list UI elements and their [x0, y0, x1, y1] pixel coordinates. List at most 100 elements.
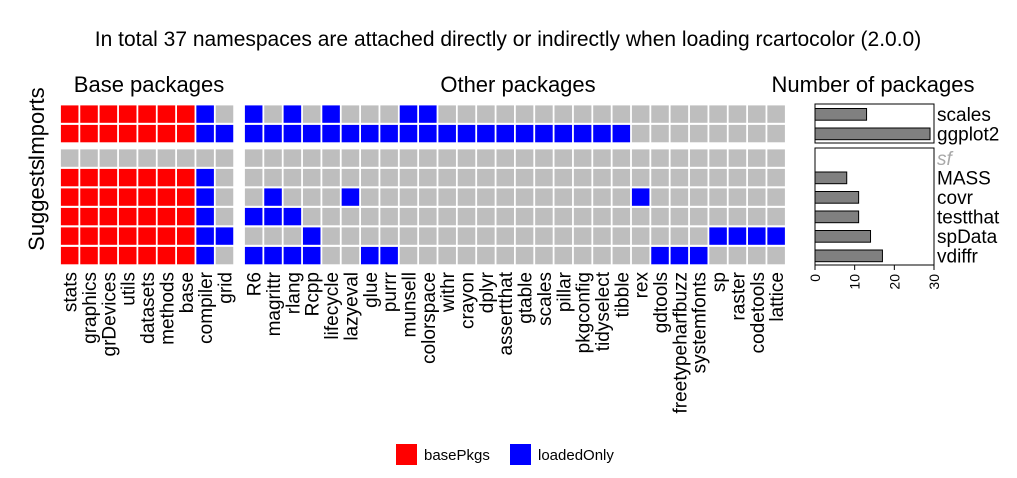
other-cell-pillar-vdiffr	[554, 246, 573, 265]
base-cell-compiler-vdiffr	[196, 246, 214, 265]
other-cell-pkgconfig-spData	[573, 227, 592, 245]
other-cell-raster-vdiffr	[728, 246, 747, 265]
other-cell-rex-vdiffr	[631, 246, 650, 265]
other-cell-gdtools-ggplot2	[651, 124, 669, 143]
base-cell-graphics-MASS	[80, 168, 98, 187]
other-cell-withr-spData	[438, 227, 456, 245]
other-cell-tidyselect-scales	[593, 105, 611, 123]
other-cell-magrittr-scales	[264, 105, 282, 123]
other-cell-freetypeharfbuzz-vdiffr	[670, 246, 689, 265]
other-cell-pkgconfig-vdiffr	[573, 246, 592, 265]
base-cell-datasets-covr	[138, 188, 156, 206]
base-cell-utils-ggplot2	[118, 124, 137, 143]
base-cell-graphics-testthat	[80, 207, 98, 226]
other-cell-assertthat-spData	[496, 227, 514, 245]
base-cell-compiler-scales	[196, 105, 214, 123]
other-cell-raster-scales	[728, 105, 747, 123]
base-cell-grid-ggplot2	[215, 124, 234, 143]
other-cell-glue-testthat	[361, 207, 379, 226]
count-panel-title: Number of packages	[772, 72, 975, 97]
base-cell-grDevices-sf	[99, 149, 118, 167]
other-cell-systemfonts-testthat	[689, 207, 708, 226]
row-label-sf: sf	[937, 149, 954, 170]
row-group-label-imports: Imports	[24, 87, 49, 160]
base-panel-title: Base packages	[74, 72, 224, 97]
other-cell-R6-ggplot2	[244, 124, 263, 143]
other-cell-Rcpp-covr	[302, 188, 321, 206]
base-cell-grid-spData	[215, 227, 234, 245]
other-tick-magrittr: magrittr	[264, 271, 285, 336]
base-cell-base-MASS	[177, 168, 195, 187]
other-cell-raster-sf	[728, 149, 747, 167]
other-tick-colorspace: colorspace	[419, 272, 440, 364]
other-cell-colorspace-testthat	[419, 207, 437, 226]
other-tick-glue: glue	[361, 272, 382, 308]
other-cell-dplyr-MASS	[477, 168, 495, 187]
other-cell-codetools-vdiffr	[748, 246, 766, 265]
other-cell-gtable-scales	[515, 105, 534, 123]
count-bar-MASS	[814, 171, 848, 185]
row-group-label-suggests: Suggests	[24, 159, 49, 251]
other-cell-scales-vdiffr	[535, 246, 553, 265]
other-cell-withr-testthat	[438, 207, 456, 226]
other-cell-tibble-sf	[612, 149, 631, 167]
other-cell-scales-sf	[535, 149, 553, 167]
other-cell-Rcpp-scales	[302, 105, 321, 123]
other-cell-crayon-covr	[457, 188, 476, 206]
base-tick-base: base	[177, 272, 198, 313]
other-tick-codetools: codetools	[748, 272, 769, 353]
count-bar-testthat	[814, 210, 860, 224]
other-cell-glue-scales	[361, 105, 379, 123]
heatmap-cells	[60, 104, 786, 267]
other-cell-lazyeval-testthat	[341, 207, 360, 226]
base-cell-utils-testthat	[118, 207, 137, 226]
other-tick-sp: sp	[709, 272, 730, 292]
base-cell-grDevices-ggplot2	[99, 124, 118, 143]
count-bar-scales	[814, 108, 868, 121]
base-cell-base-spData	[177, 227, 195, 245]
count-axis: 0 10 20 30	[807, 265, 942, 290]
other-cell-purrr-ggplot2	[380, 124, 398, 143]
other-cell-tidyselect-ggplot2	[593, 124, 611, 143]
other-cell-colorspace-sf	[419, 149, 437, 167]
other-cell-freetypeharfbuzz-sf	[670, 149, 689, 167]
other-cell-assertthat-ggplot2	[496, 124, 514, 143]
other-cell-codetools-scales	[748, 105, 766, 123]
other-cell-dplyr-scales	[477, 105, 495, 123]
base-cell-grDevices-scales	[99, 105, 118, 123]
base-cell-stats-vdiffr	[60, 246, 79, 265]
base-cell-stats-scales	[60, 105, 79, 123]
other-cell-pkgconfig-sf	[573, 149, 592, 167]
other-cell-glue-spData	[361, 227, 379, 245]
other-cell-sp-ggplot2	[709, 124, 727, 143]
other-cell-purrr-scales	[380, 105, 398, 123]
other-cell-sp-vdiffr	[709, 246, 727, 265]
other-cell-raster-ggplot2	[728, 124, 747, 143]
other-cell-munsell-MASS	[399, 168, 418, 187]
legend-label-loadedOnly: loadedOnly	[538, 447, 614, 464]
other-cell-lattice-scales	[767, 105, 785, 123]
other-cell-systemfonts-MASS	[689, 168, 708, 187]
base-tick-stats: stats	[61, 272, 82, 312]
other-cell-crayon-MASS	[457, 168, 476, 187]
base-cell-graphics-scales	[80, 105, 98, 123]
base-cell-grid-MASS	[215, 168, 234, 187]
count-bar-covr	[814, 191, 860, 204]
other-tick-tibble: tibble	[612, 272, 633, 317]
base-cell-datasets-spData	[138, 227, 156, 245]
other-cell-R6-scales	[244, 105, 263, 123]
base-cell-grid-testthat	[215, 207, 234, 226]
other-cell-munsell-covr	[399, 188, 418, 206]
chart-title: In total 37 namespaces are attached dire…	[95, 28, 921, 51]
base-tick-compiler: compiler	[196, 271, 217, 343]
other-tick-scales: scales	[535, 272, 556, 326]
other-cell-purrr-testthat	[380, 207, 398, 226]
base-cell-stats-testthat	[60, 207, 79, 226]
other-cell-codetools-covr	[748, 188, 766, 206]
other-cell-lifecycle-covr	[322, 188, 340, 206]
other-cell-munsell-scales	[399, 105, 418, 123]
other-cell-assertthat-sf	[496, 149, 514, 167]
other-cell-lattice-spData	[767, 227, 785, 245]
other-cell-tidyselect-sf	[593, 149, 611, 167]
